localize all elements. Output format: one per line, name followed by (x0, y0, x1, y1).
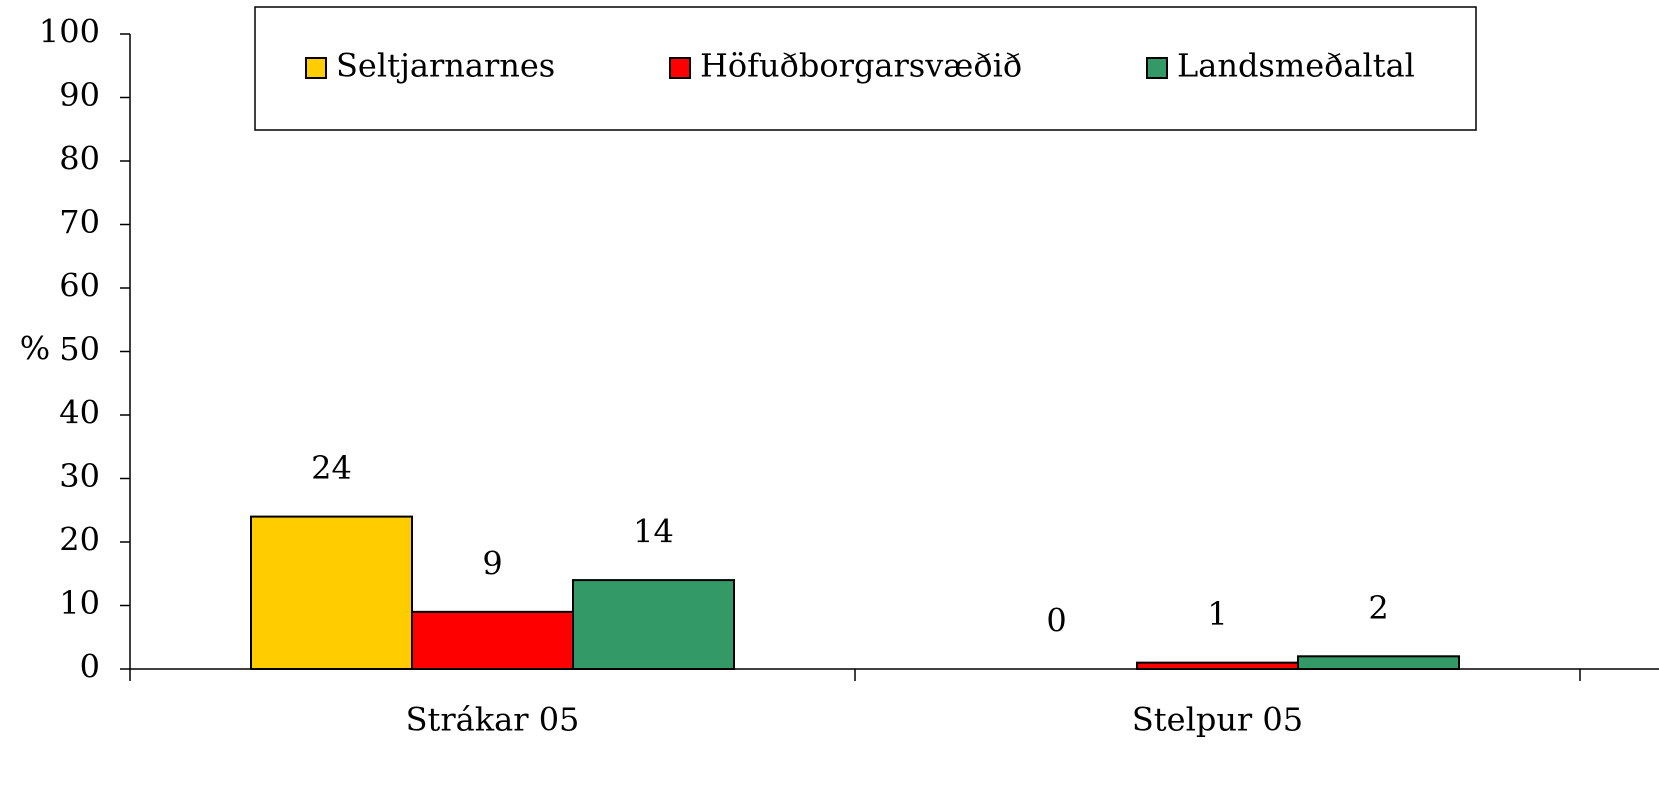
y-tick-label: 60 (59, 267, 100, 305)
legend-swatch (669, 57, 691, 79)
bar (1297, 655, 1460, 670)
bar (250, 515, 413, 670)
y-tick-label: 0 (80, 648, 100, 686)
legend-label: Seltjarnarnes (336, 47, 555, 85)
y-tick-label: 30 (59, 457, 100, 495)
legend-swatch (1146, 57, 1168, 79)
data-label: 24 (311, 449, 352, 487)
y-tick-label: 20 (59, 521, 100, 559)
legend-label: Höfuðborgarsvæðið (700, 47, 1022, 85)
x-tick-label: Strákar 05 (406, 701, 580, 739)
bar (572, 579, 735, 670)
bar (411, 610, 574, 670)
y-tick-label: 90 (59, 76, 100, 114)
data-label: 14 (633, 513, 674, 551)
x-tick-label: Stelpur 05 (1132, 701, 1303, 739)
y-axis-label: % (20, 330, 50, 368)
legend-label: Landsmeðaltal (1177, 47, 1415, 85)
legend-swatch (305, 57, 327, 79)
data-label: 2 (1368, 589, 1388, 627)
y-tick-label: 10 (59, 584, 100, 622)
data-label: 9 (482, 544, 502, 582)
data-label: 1 (1207, 595, 1227, 633)
y-tick-label: 100 (39, 13, 100, 51)
y-tick-label: 70 (59, 203, 100, 241)
y-tick-label: 80 (59, 140, 100, 178)
y-tick-label: 50 (59, 330, 100, 368)
data-label: 0 (1046, 602, 1066, 640)
bar (1136, 661, 1299, 671)
legend-box (254, 6, 1477, 131)
y-tick-label: 40 (59, 394, 100, 432)
